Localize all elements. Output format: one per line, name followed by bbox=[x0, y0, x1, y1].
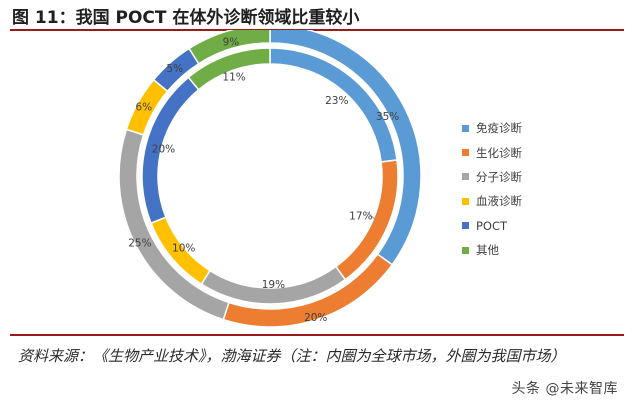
legend-swatch bbox=[462, 222, 469, 230]
inner-ring-slice-6 bbox=[187, 47, 271, 91]
legend-item: 生化诊断 bbox=[462, 140, 522, 164]
inner-ring-label-1: 23% bbox=[325, 95, 348, 107]
legend-label: 血液诊断 bbox=[476, 194, 522, 209]
inner-ring-label-3: 19% bbox=[262, 279, 285, 291]
legend-label: POCT bbox=[476, 218, 508, 233]
legend-swatch bbox=[462, 246, 469, 254]
legend-label: 免疫诊断 bbox=[476, 121, 522, 136]
inner-ring-label-4: 10% bbox=[172, 242, 195, 254]
legend-item: 分子诊断 bbox=[462, 165, 522, 189]
source-note: 资料来源：《生物产业技术》，渤海证券（注：内圈为全球市场，外圈为我国市场） bbox=[18, 347, 566, 365]
legend-item: POCT bbox=[462, 214, 522, 238]
figure-title: 图 11：我国 POCT 在体外诊断领域比重较小 bbox=[12, 8, 360, 28]
double-donut-chart: 23% 17% 19% 10% 20% 11% 35% 20% 25% 6% 5% 9% bbox=[118, 30, 422, 328]
outer-ring-label-3: 25% bbox=[128, 237, 151, 249]
outer-ring-label-5: 5% bbox=[166, 63, 183, 75]
label-leader-line bbox=[367, 212, 375, 220]
outer-ring-label-2: 20% bbox=[304, 312, 327, 324]
chart-data-labels: 23% 17% 19% 10% 20% 11% 35% 20% 25% 6% 5% 9% bbox=[128, 37, 399, 324]
inner-ring-label-2: 17% bbox=[349, 210, 372, 222]
outer-ring-slice-6 bbox=[188, 30, 271, 65]
chart-slices bbox=[118, 30, 422, 328]
outer-ring-label-6: 9% bbox=[223, 37, 240, 49]
inner-ring-label-6: 11% bbox=[222, 71, 245, 83]
legend-swatch bbox=[462, 149, 469, 157]
outer-ring-label-1: 35% bbox=[376, 111, 399, 123]
inner-ring-label-5: 20% bbox=[152, 144, 175, 156]
legend-swatch bbox=[462, 173, 469, 181]
legend-item: 免疫诊断 bbox=[462, 116, 522, 140]
legend-label: 其他 bbox=[476, 243, 499, 258]
legend-item: 其他 bbox=[462, 238, 522, 262]
legend-item: 血液诊断 bbox=[462, 189, 522, 213]
outer-ring-label-4: 6% bbox=[135, 102, 152, 114]
legend-swatch bbox=[462, 197, 469, 205]
legend-swatch bbox=[462, 124, 469, 132]
legend-label: 分子诊断 bbox=[476, 169, 522, 184]
legend-label: 生化诊断 bbox=[476, 145, 522, 160]
source-divider bbox=[10, 334, 624, 336]
chart-legend: 免疫诊断生化诊断分子诊断血液诊断 POCT 其他 bbox=[462, 116, 522, 262]
watermark-text: 头条 @未来智库 bbox=[511, 381, 618, 397]
title-divider bbox=[10, 29, 624, 31]
